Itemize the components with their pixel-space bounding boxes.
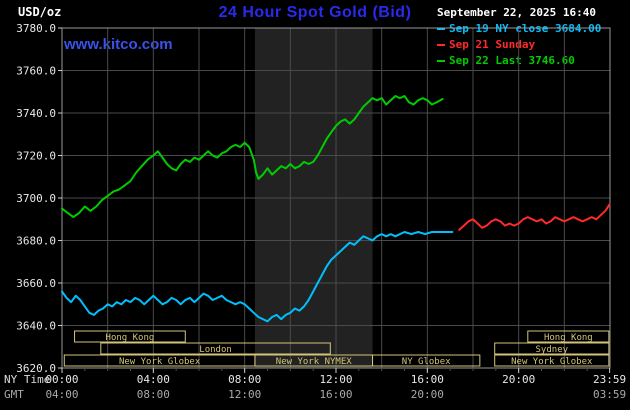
y-tick-label: 3640.0 bbox=[16, 320, 56, 333]
ny-time-row-label: NY Time bbox=[4, 373, 51, 386]
x-tick-label-gmt: 16:00 bbox=[319, 388, 352, 401]
session-box bbox=[372, 354, 481, 367]
y-tick-label: 3740.0 bbox=[16, 107, 56, 120]
x-tick-label-ny: 12:00 bbox=[319, 373, 352, 386]
y-tick-label: 3780.0 bbox=[16, 22, 56, 35]
series-line-sep22 bbox=[61, 95, 444, 219]
y-axis-units: USD/oz bbox=[18, 5, 62, 19]
x-tick-label-ny: 16:00 bbox=[411, 373, 444, 386]
x-tick-label-gmt: 20:00 bbox=[411, 388, 444, 401]
session-label: New York NYMEX bbox=[276, 357, 352, 367]
gmt-row-label: GMT bbox=[4, 388, 24, 401]
x-tick-label-ny: 04:00 bbox=[137, 373, 170, 386]
legend-dash-icon bbox=[437, 59, 445, 62]
y-tick-label: 3760.0 bbox=[16, 65, 56, 78]
chart-title: 24 Hour Spot Gold (Bid) bbox=[218, 4, 412, 21]
x-tick-label-gmt: 03:59 bbox=[593, 388, 626, 401]
y-tick-label: 3680.0 bbox=[16, 235, 56, 248]
kitco-watermark: www.kitco.com bbox=[64, 36, 173, 53]
x-tick-label-ny: 08:00 bbox=[228, 373, 261, 386]
timestamp: September 22, 2025 16:40 bbox=[437, 6, 596, 19]
legend-label: Sep 21 Sunday bbox=[449, 38, 536, 51]
session-label: New York Globex bbox=[511, 357, 593, 367]
series-line-sep19 bbox=[61, 231, 454, 323]
legend-label: Sep 22 Last 3746.60 bbox=[449, 54, 575, 67]
x-tick-label-ny: 23:59 bbox=[593, 373, 626, 386]
y-tick-label: 3720.0 bbox=[16, 150, 56, 163]
x-tick-label-ny: 00:00 bbox=[45, 373, 78, 386]
session-box bbox=[494, 342, 610, 355]
session-label: London bbox=[199, 345, 232, 355]
session-box bbox=[527, 330, 610, 343]
session-box bbox=[100, 342, 331, 355]
x-tick-label-ny: 20:00 bbox=[502, 373, 535, 386]
session-label: New York Globex bbox=[119, 357, 201, 367]
y-tick-label: 3620.0 bbox=[16, 362, 56, 375]
x-tick-label-gmt: 12:00 bbox=[228, 388, 261, 401]
legend-dash-icon bbox=[437, 43, 445, 46]
y-tick-label: 3700.0 bbox=[16, 192, 56, 205]
session-label: Hong Kong bbox=[106, 333, 155, 343]
session-label: NY Globex bbox=[402, 357, 451, 367]
x-tick-label-gmt: 08:00 bbox=[137, 388, 170, 401]
session-label: Hong Kong bbox=[544, 333, 593, 343]
session-box bbox=[494, 354, 610, 367]
session-label: Sydney bbox=[536, 345, 569, 355]
y-tick-label: 3660.0 bbox=[16, 277, 56, 290]
legend-item: Sep 22 Last 3746.60 bbox=[437, 54, 627, 67]
legend-item: Sep 21 Sunday bbox=[437, 38, 627, 51]
series-line-sep21 bbox=[458, 203, 611, 231]
x-tick-label-gmt: 04:00 bbox=[45, 388, 78, 401]
session-box bbox=[74, 330, 186, 343]
